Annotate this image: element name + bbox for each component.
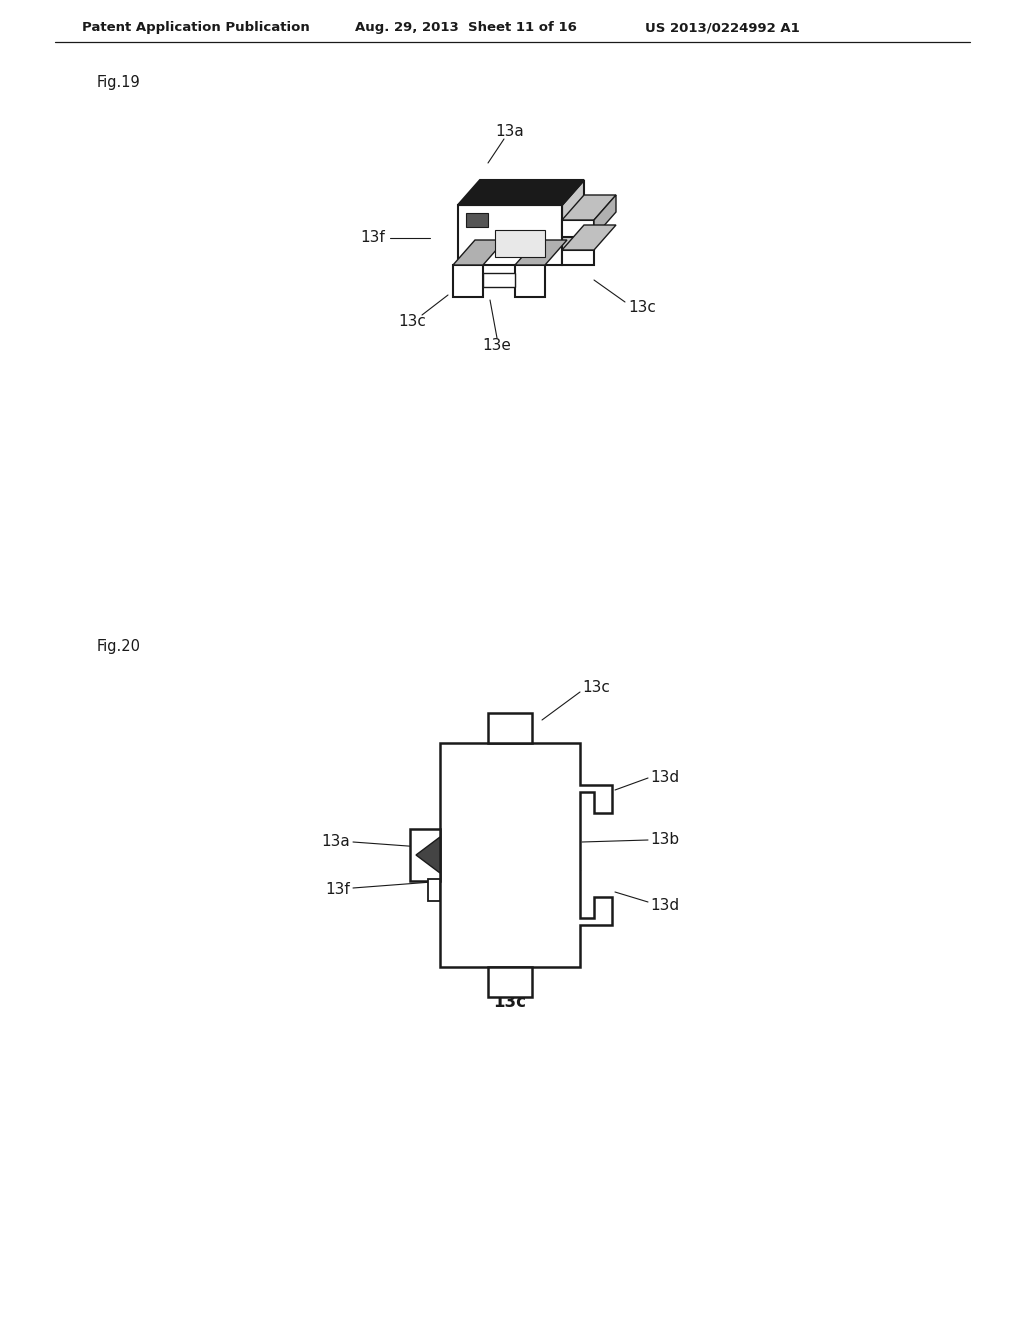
Polygon shape xyxy=(458,180,584,205)
Polygon shape xyxy=(562,195,616,220)
Text: 13c: 13c xyxy=(398,314,426,330)
Polygon shape xyxy=(453,240,505,265)
Polygon shape xyxy=(410,829,440,880)
Text: 13d: 13d xyxy=(650,898,679,912)
Text: 13a: 13a xyxy=(322,834,350,850)
Text: Fig.20: Fig.20 xyxy=(97,639,141,655)
Polygon shape xyxy=(488,713,532,743)
Text: 13e: 13e xyxy=(482,338,511,352)
Polygon shape xyxy=(562,180,584,265)
Text: 13d: 13d xyxy=(650,771,679,785)
Polygon shape xyxy=(562,220,594,238)
Text: US 2013/0224992 A1: US 2013/0224992 A1 xyxy=(645,21,800,34)
Text: 13a: 13a xyxy=(496,124,524,140)
Polygon shape xyxy=(466,213,488,227)
Polygon shape xyxy=(453,265,483,297)
Text: 13c: 13c xyxy=(582,681,610,696)
Text: 13b: 13b xyxy=(650,833,679,847)
Polygon shape xyxy=(416,837,440,873)
Polygon shape xyxy=(594,195,616,238)
Text: Aug. 29, 2013  Sheet 11 of 16: Aug. 29, 2013 Sheet 11 of 16 xyxy=(355,21,577,34)
Polygon shape xyxy=(440,743,612,968)
Polygon shape xyxy=(428,879,440,902)
Text: 13c: 13c xyxy=(494,993,526,1011)
Text: Patent Application Publication: Patent Application Publication xyxy=(82,21,309,34)
Polygon shape xyxy=(515,240,567,265)
Text: Fig.19: Fig.19 xyxy=(97,74,140,90)
Polygon shape xyxy=(458,205,562,265)
Polygon shape xyxy=(515,265,545,297)
Polygon shape xyxy=(562,249,594,265)
Polygon shape xyxy=(483,273,515,286)
Text: 13f: 13f xyxy=(360,231,385,246)
Polygon shape xyxy=(562,224,616,249)
Text: 13f: 13f xyxy=(326,883,350,898)
Text: 13c: 13c xyxy=(628,301,656,315)
Polygon shape xyxy=(495,230,545,257)
Polygon shape xyxy=(488,968,532,997)
